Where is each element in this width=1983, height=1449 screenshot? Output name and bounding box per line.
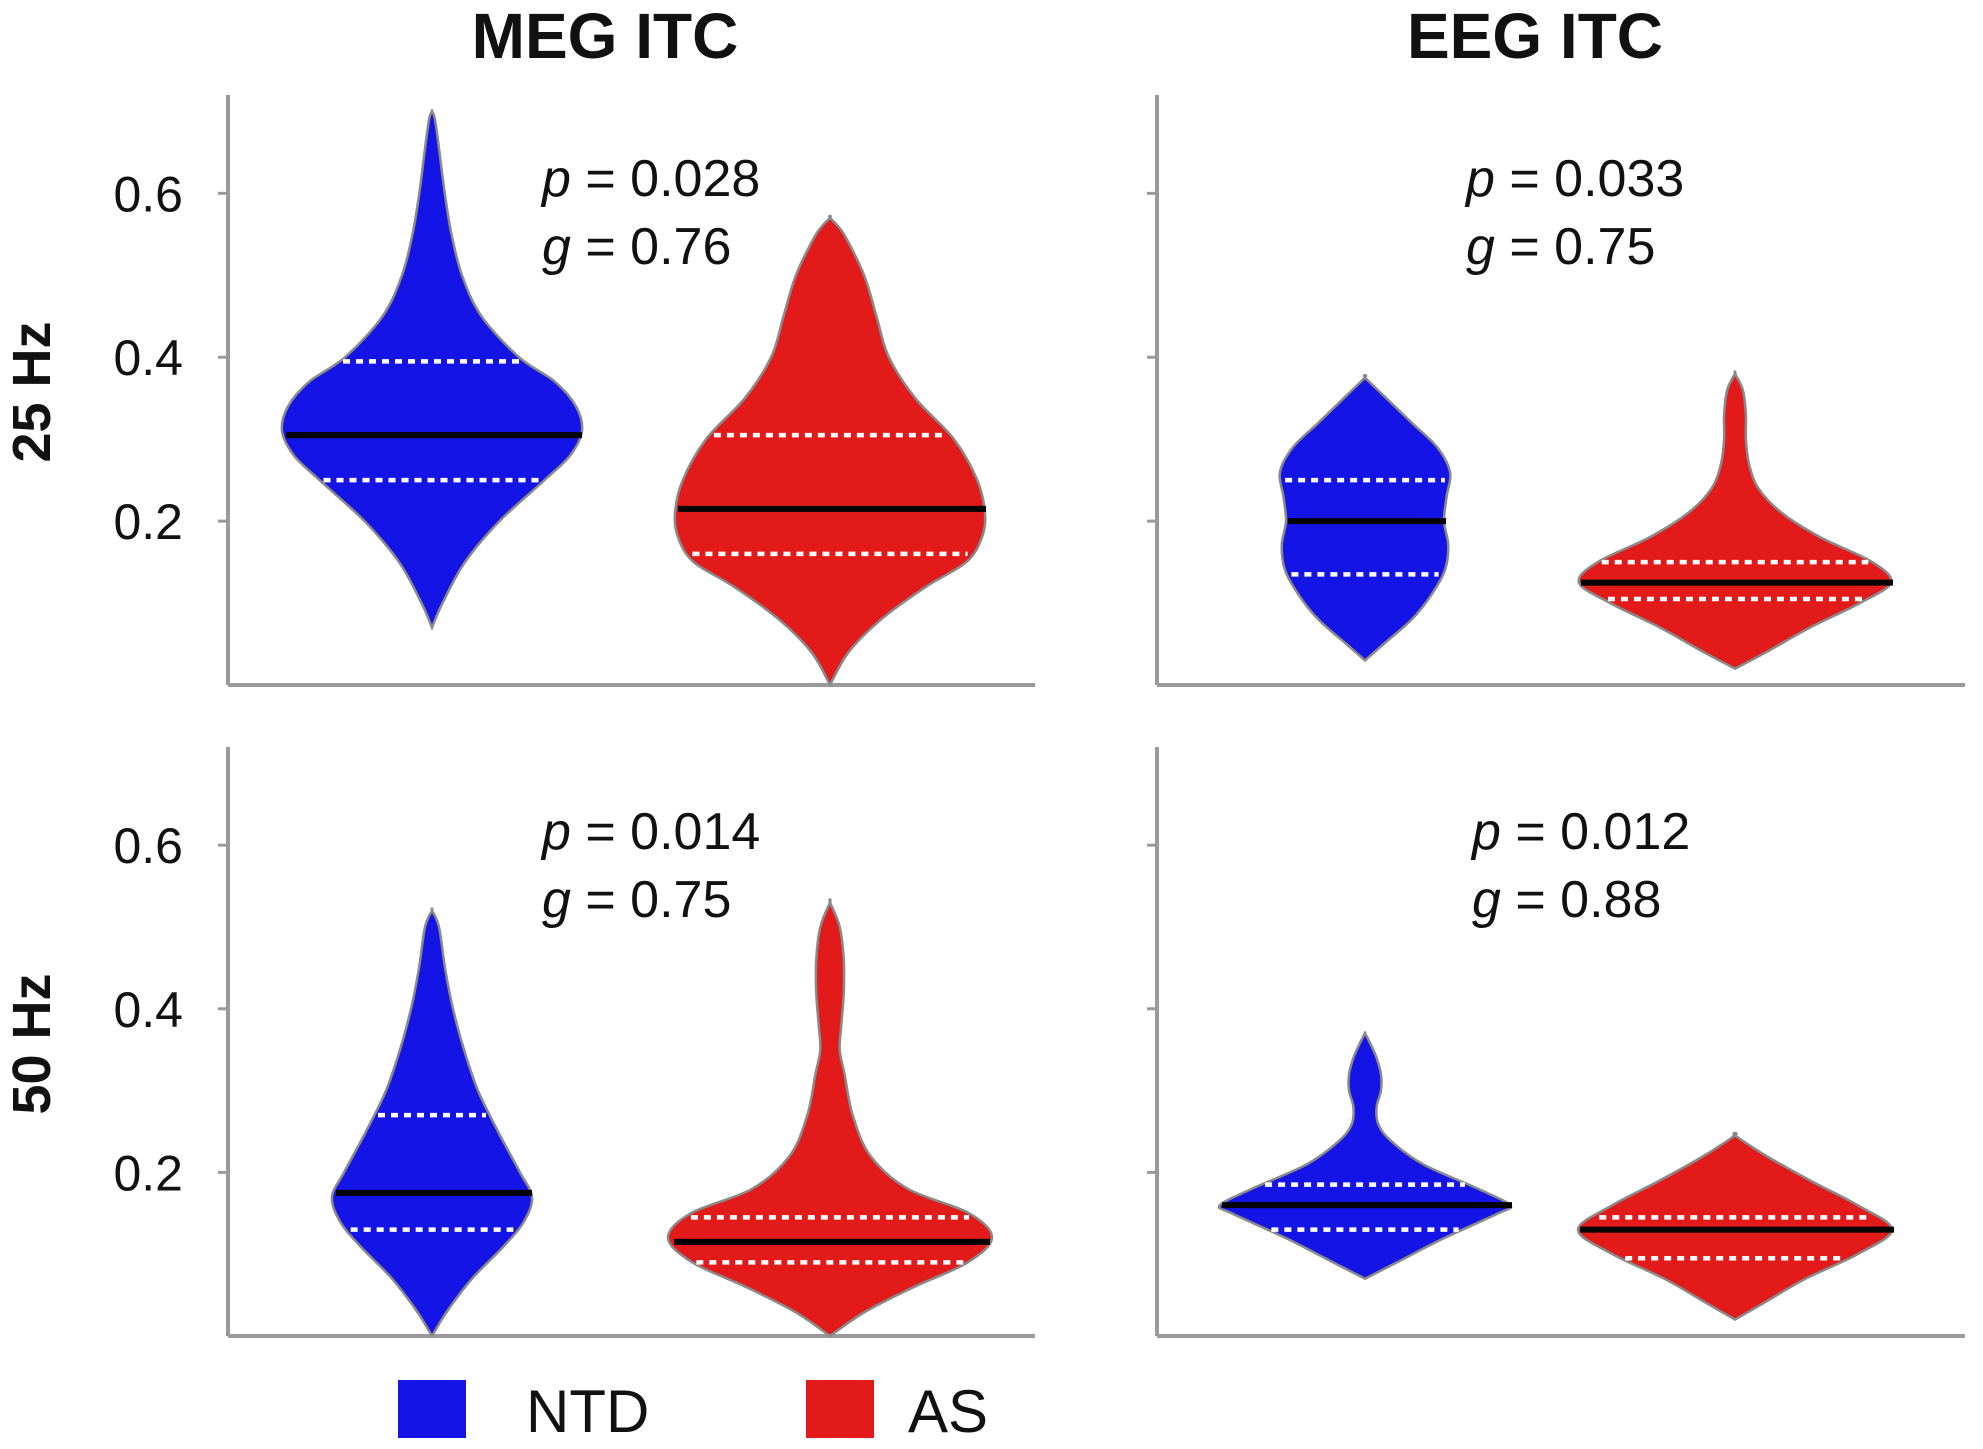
g-value-text: = 0.75 (571, 871, 731, 929)
p-symbol: p (540, 803, 571, 861)
violin-meg-itc-50-hz-ntd (330, 907, 534, 1339)
violin-eeg-itc-25-hz-ntd (1278, 373, 1452, 663)
g-symbol: g (1466, 218, 1495, 276)
legend: NTD AS (398, 1378, 988, 1445)
p-value-meg-itc-50-hz: p = 0.014 (540, 803, 760, 861)
y-tick-label-meg-itc-25-hz-0: 0.2 (113, 494, 183, 550)
g-value-text: = 0.88 (1501, 871, 1661, 929)
violin-meg-itc-25-hz-as (673, 214, 987, 688)
p-symbol: p (1464, 150, 1495, 208)
p-value-text: = 0.033 (1495, 150, 1684, 208)
p-value-meg-itc-25-hz: p = 0.028 (540, 150, 760, 208)
g-value-text: = 0.76 (571, 218, 731, 276)
row-title-50hz: 50 Hz (2, 973, 62, 1114)
p-value-eeg-itc-25-hz: p = 0.033 (1464, 150, 1684, 208)
violin-eeg-itc-25-hz-as (1577, 370, 1893, 671)
y-tick-label-meg-itc-50-hz-0: 0.2 (113, 1145, 183, 1201)
legend-label-as: AS (908, 1378, 988, 1445)
p-value-text: = 0.012 (1501, 803, 1690, 861)
y-tick-label-meg-itc-25-hz-1: 0.4 (113, 330, 183, 386)
y-tick-label-meg-itc-50-hz-2: 0.6 (113, 818, 183, 874)
g-value-text: = 0.75 (1495, 218, 1655, 276)
row-title-25hz: 25 Hz (2, 321, 62, 462)
g-value-eeg-itc-50-hz: g = 0.88 (1472, 871, 1661, 929)
p-value-eeg-itc-50-hz: p = 0.012 (1470, 803, 1690, 861)
legend-swatch-as (806, 1380, 874, 1438)
g-value-meg-itc-25-hz: g = 0.76 (542, 218, 731, 276)
violin-eeg-itc-50-hz-ntd (1217, 1031, 1513, 1281)
p-symbol: p (540, 150, 571, 208)
g-symbol: g (1472, 871, 1501, 929)
y-tick-label-meg-itc-25-hz-2: 0.6 (113, 166, 183, 222)
p-value-text: = 0.014 (571, 803, 760, 861)
g-value-eeg-itc-25-hz: g = 0.75 (1466, 218, 1655, 276)
y-tick-label-meg-itc-50-hz-1: 0.4 (113, 982, 183, 1038)
p-symbol: p (1470, 803, 1501, 861)
violin-meg-itc-25-hz-ntd (280, 109, 584, 631)
legend-label-ntd: NTD (526, 1378, 649, 1445)
g-value-meg-itc-50-hz: g = 0.75 (542, 871, 731, 929)
p-value-text: = 0.028 (571, 150, 760, 208)
column-title-eeg: EEG ITC (1407, 0, 1663, 72)
violin-eeg-itc-50-hz-as (1576, 1131, 1894, 1322)
g-symbol: g (542, 218, 571, 276)
g-symbol: g (542, 871, 571, 929)
legend-swatch-ntd (398, 1380, 466, 1438)
column-title-meg: MEG ITC (472, 0, 739, 72)
violin-meg-itc-50-hz-as (666, 898, 994, 1338)
